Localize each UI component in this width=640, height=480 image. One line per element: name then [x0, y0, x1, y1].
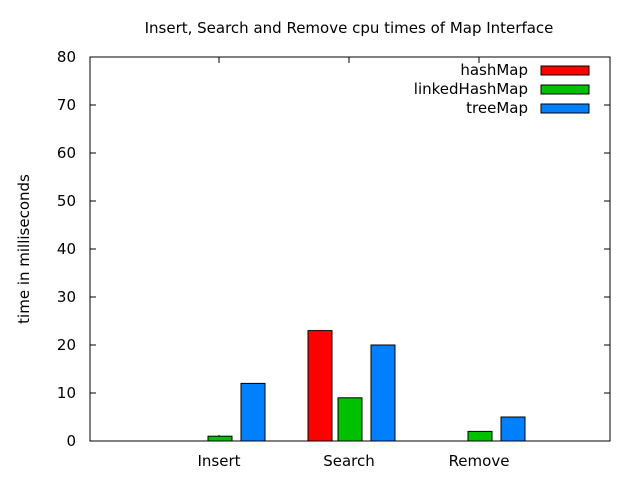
legend-swatch	[540, 84, 590, 95]
y-tick-label: 60	[57, 144, 76, 162]
bar-linkedHashMap-insert	[207, 435, 233, 442]
bar-treeMap-insert	[240, 382, 266, 442]
y-tick-label: 50	[57, 192, 76, 210]
legend-label: treeMap	[466, 99, 528, 117]
y-tick-label: 30	[57, 288, 76, 306]
legend-label: linkedHashMap	[414, 80, 528, 98]
bar-treeMap-remove	[500, 416, 526, 442]
bar-linkedHashMap-remove	[467, 430, 493, 442]
bar-linkedHashMap-search	[337, 397, 363, 442]
legend-label: hashMap	[460, 61, 528, 79]
labels-layer: 0 10 20 30 40 50 60 70 80 Insert Search Remove	[57, 48, 510, 470]
y-axis-label: time in milliseconds	[15, 174, 33, 324]
chart-title: Insert, Search and Remove cpu times of M…	[145, 19, 554, 37]
bar-hashMap-search	[307, 330, 333, 442]
y-tick-label: 40	[57, 240, 76, 258]
bar-treeMap-search	[370, 344, 396, 442]
bars-layer	[207, 330, 526, 442]
ticks-layer	[90, 56, 610, 442]
y-tick-label: 10	[57, 384, 76, 402]
legend-swatch	[540, 65, 590, 76]
y-tick-label: 80	[57, 48, 76, 66]
legend-swatch	[540, 103, 590, 114]
x-tick-label: Remove	[449, 452, 510, 470]
y-tick-label: 70	[57, 96, 76, 114]
plot-frame	[89, 56, 611, 442]
x-tick-label: Search	[323, 452, 375, 470]
x-tick-label: Insert	[197, 452, 240, 470]
y-tick-label: 0	[66, 432, 76, 450]
y-tick-label: 20	[57, 336, 76, 354]
